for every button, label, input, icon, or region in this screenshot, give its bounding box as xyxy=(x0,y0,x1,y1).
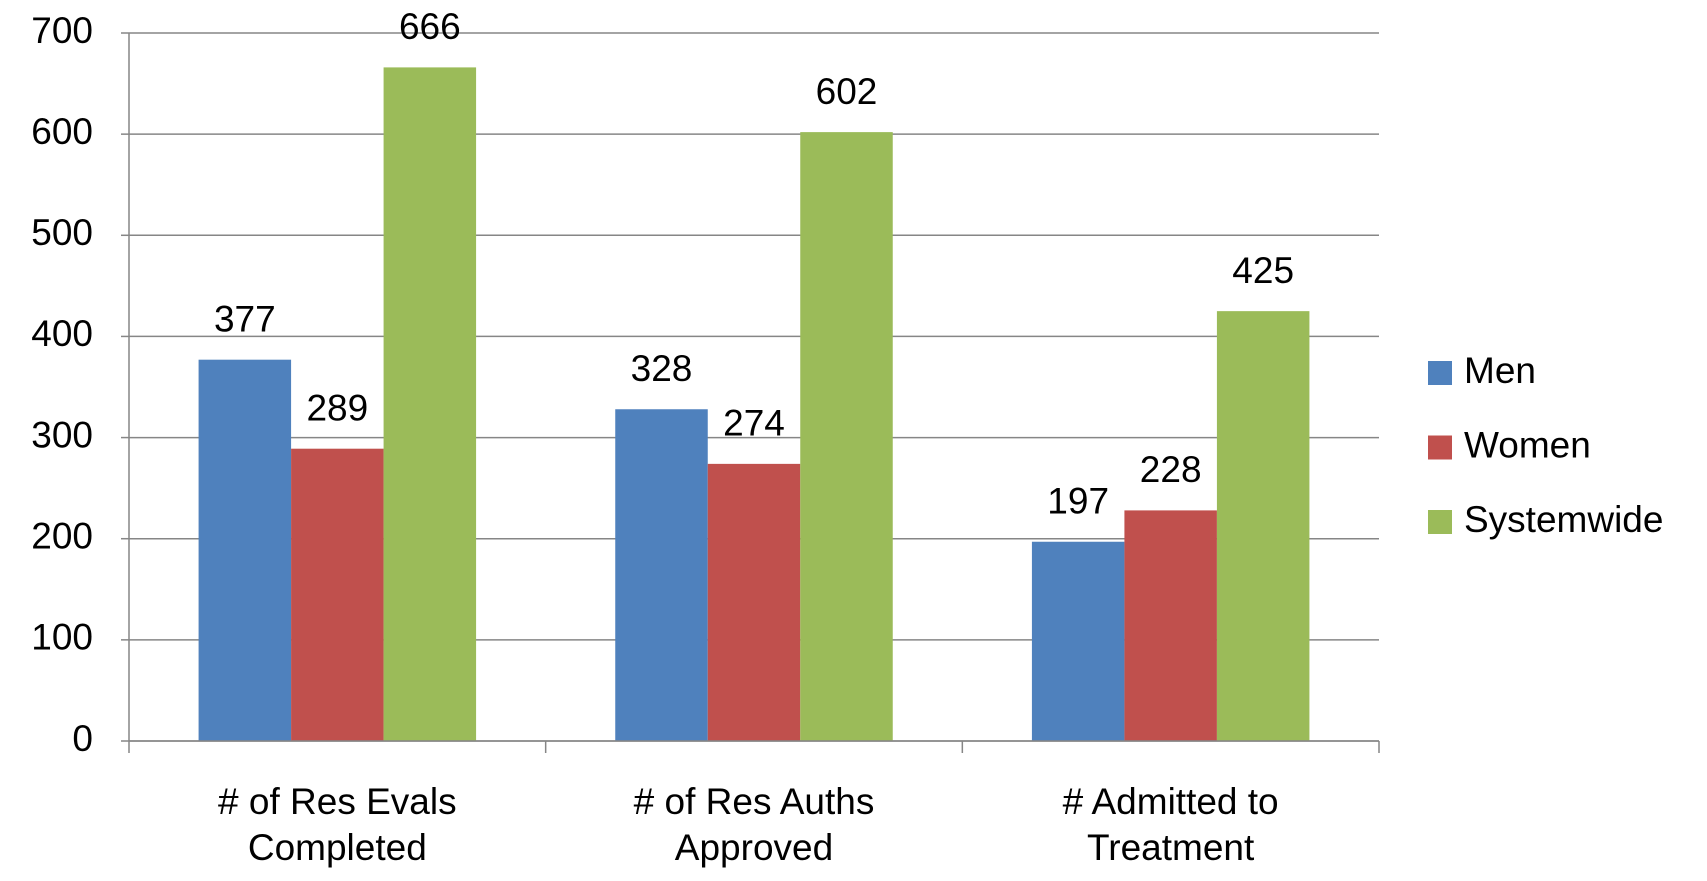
data-label: 666 xyxy=(399,6,461,47)
legend-label: Men xyxy=(1464,350,1536,391)
bar xyxy=(1031,541,1125,741)
bar xyxy=(1124,510,1217,741)
x-tick-label: # of Res Auths Approved xyxy=(633,781,875,868)
data-label: 328 xyxy=(631,348,693,389)
data-label: 377 xyxy=(214,298,276,339)
data-label: 197 xyxy=(1047,481,1109,522)
y-tick-label: 400 xyxy=(31,313,93,354)
y-tick-label: 700 xyxy=(31,10,93,51)
bar xyxy=(1216,311,1310,741)
legend-swatch xyxy=(1428,435,1452,460)
y-tick-label: 600 xyxy=(31,111,93,152)
x-tick-label: # of Res Evals Completed xyxy=(218,781,457,868)
bar xyxy=(198,359,292,741)
bar xyxy=(383,67,477,742)
bar xyxy=(800,132,893,741)
y-tick-label: 500 xyxy=(31,212,93,253)
data-label: 425 xyxy=(1232,250,1294,291)
legend-label: Women xyxy=(1464,424,1591,465)
legend-label: Systemwide xyxy=(1464,499,1663,540)
data-label: 289 xyxy=(306,387,368,428)
y-tick-label: 0 xyxy=(72,718,93,759)
legend-swatch xyxy=(1428,361,1452,385)
y-tick-label: 300 xyxy=(31,414,93,455)
data-label: 602 xyxy=(816,71,878,112)
bar xyxy=(707,463,801,741)
bar xyxy=(291,448,384,741)
y-tick-label: 100 xyxy=(31,617,93,658)
bar xyxy=(615,409,708,741)
data-label: 228 xyxy=(1140,449,1202,490)
data-label: 274 xyxy=(723,403,785,444)
x-tick-label: # Admitted to Treatment xyxy=(1062,781,1279,868)
y-tick-label: 200 xyxy=(31,515,93,556)
legend-swatch xyxy=(1428,510,1452,534)
